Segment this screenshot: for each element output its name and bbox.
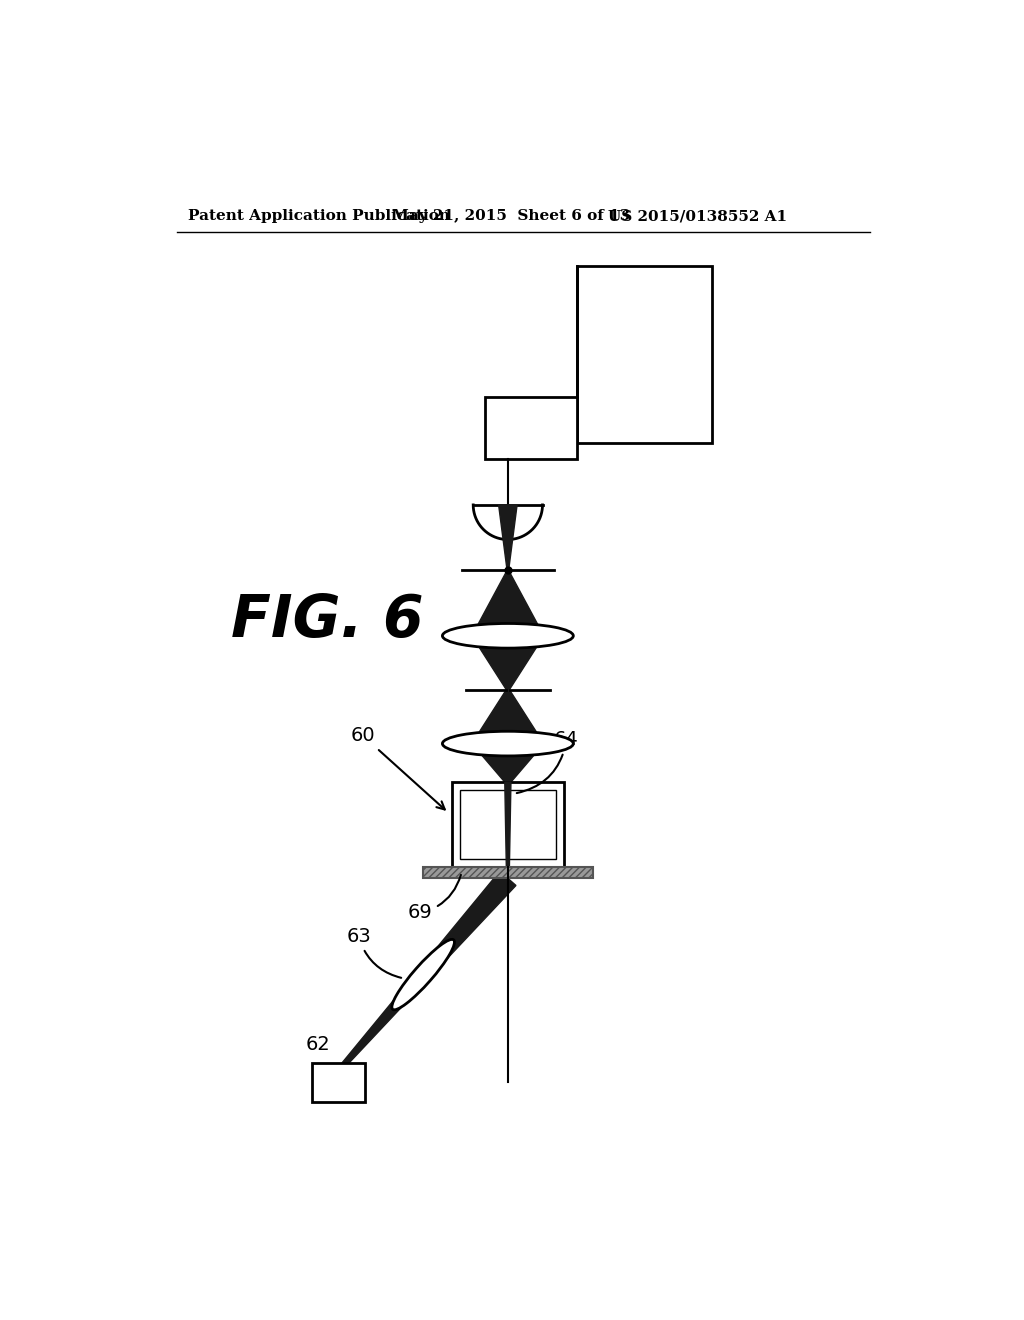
Text: FIG. 6: FIG. 6 (230, 591, 423, 649)
Ellipse shape (442, 731, 573, 756)
Polygon shape (472, 743, 544, 781)
Polygon shape (499, 506, 517, 570)
Text: 60: 60 (351, 726, 444, 809)
Ellipse shape (392, 940, 455, 1010)
Text: 64: 64 (517, 730, 579, 793)
Ellipse shape (442, 623, 573, 648)
Text: Patent Application Publication: Patent Application Publication (188, 209, 451, 223)
Polygon shape (505, 781, 511, 867)
Polygon shape (472, 689, 544, 743)
Text: 62: 62 (305, 1035, 330, 1053)
Bar (311, 1063, 366, 1102)
Text: 63: 63 (346, 927, 401, 978)
Bar (484, 397, 578, 459)
Text: May 21, 2015  Sheet 6 of 13: May 21, 2015 Sheet 6 of 13 (392, 209, 631, 223)
Bar (423, 867, 593, 878)
Text: 69: 69 (408, 875, 461, 923)
Polygon shape (472, 636, 544, 689)
Bar (578, 267, 712, 444)
Polygon shape (337, 871, 516, 1072)
Bar (453, 781, 564, 867)
Text: US 2015/0138552 A1: US 2015/0138552 A1 (608, 209, 787, 223)
Polygon shape (472, 570, 544, 636)
Bar (460, 789, 556, 859)
